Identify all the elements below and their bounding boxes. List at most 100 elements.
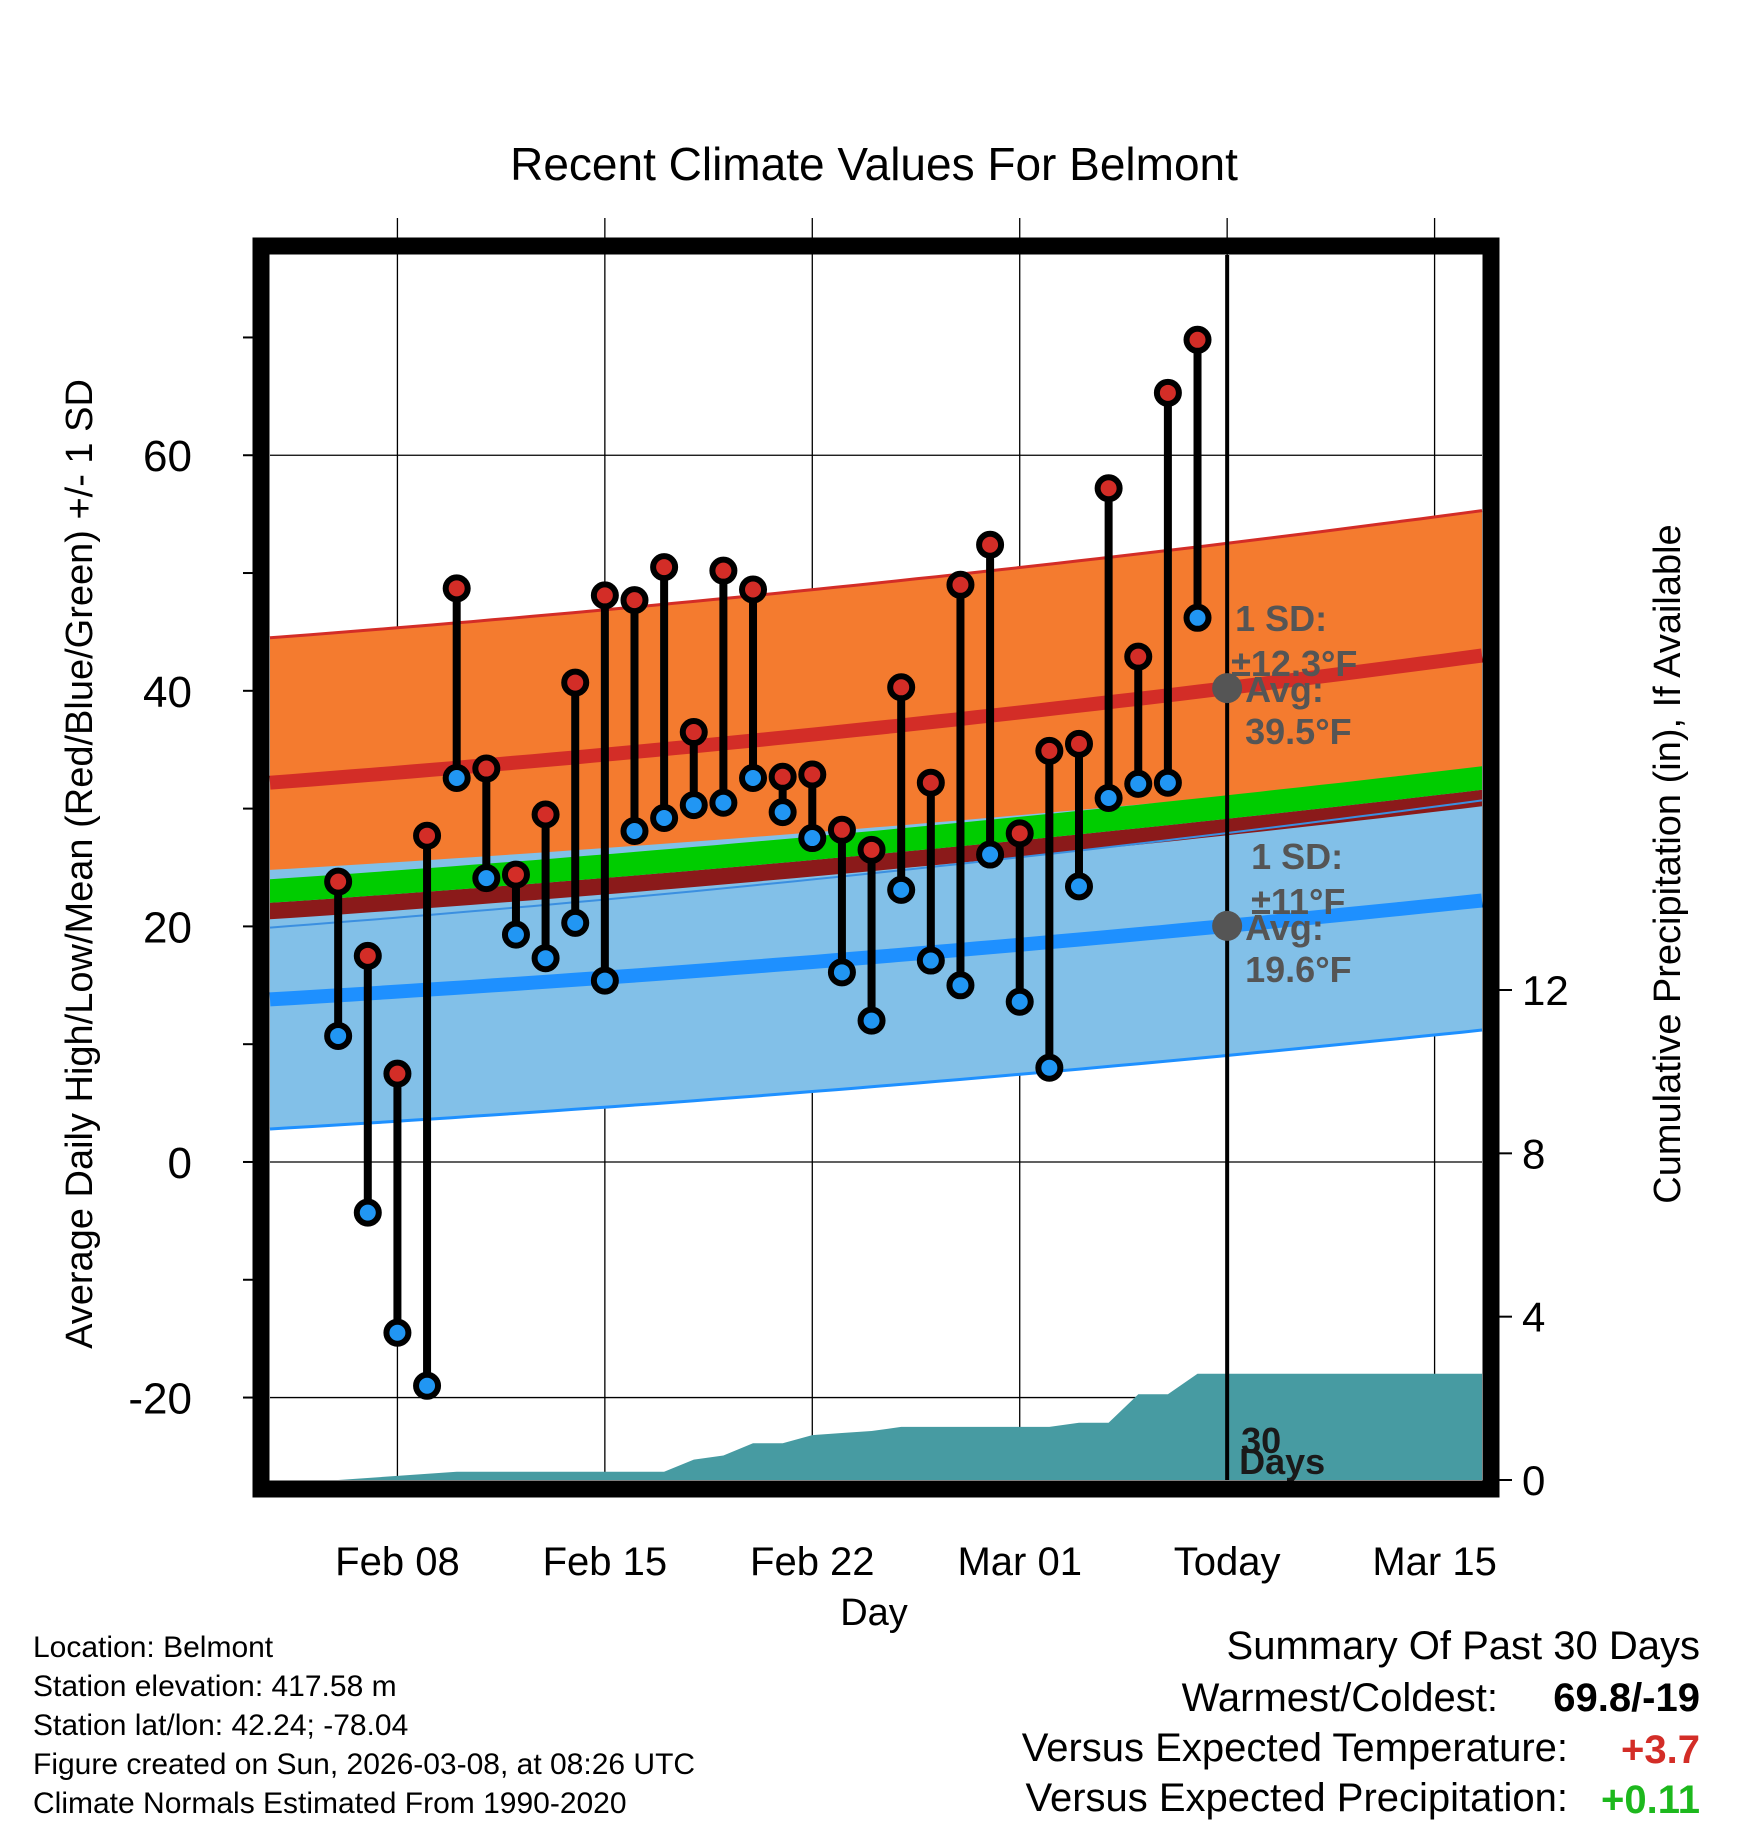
high-point — [679, 718, 708, 747]
high-point — [561, 668, 590, 697]
high-point — [590, 581, 619, 610]
summary-title: Summary Of Past 30 Days — [1227, 1624, 1700, 1668]
high-point — [1153, 378, 1182, 407]
low-point — [620, 816, 649, 845]
plot-frame — [252, 237, 1500, 1498]
high-point — [1124, 642, 1153, 671]
summary-precip-label: Versus Expected Precipitation: — [1025, 1776, 1568, 1820]
low-point — [709, 788, 738, 817]
y2-tick-label: 8 — [1522, 1130, 1545, 1177]
x-axis-ticks: Feb 08 Feb 15 Feb 22 Mar 01 Today Mar 15 — [335, 1540, 1497, 1584]
high-point — [976, 530, 1005, 559]
low-point — [650, 804, 679, 833]
x-tick-label: Today — [1174, 1540, 1281, 1584]
low-point — [946, 971, 975, 1000]
x-tick-label: Feb 22 — [750, 1540, 875, 1584]
low-avg-label: Avg: — [1245, 907, 1324, 948]
low-point — [1153, 768, 1182, 797]
high-point — [620, 586, 649, 615]
summary-precip-value: +0.11 — [1601, 1778, 1700, 1822]
low-point — [798, 824, 827, 853]
high-point — [531, 800, 560, 829]
high-avg-value: 39.5°F — [1245, 711, 1351, 752]
y-tick-label: 20 — [143, 903, 192, 952]
footer-location: Location: Belmont — [33, 1631, 274, 1664]
high-average-marker — [1212, 673, 1243, 704]
high-point — [798, 760, 827, 789]
high-point — [1183, 325, 1212, 354]
cumulative-precip-area — [338, 1373, 1482, 1480]
low-point — [976, 840, 1005, 869]
summary-warm-cold-label: Warmest/Coldest: — [1182, 1676, 1498, 1720]
high-avg-label: Avg: — [1245, 669, 1324, 710]
period-unit: Days — [1239, 1441, 1325, 1482]
low-sd-value: ±11°F — [1251, 881, 1345, 922]
low-average-marker — [1212, 910, 1243, 941]
high-point — [383, 1059, 412, 1088]
footer-latlon: Station lat/lon: 42.24; -78.04 — [33, 1709, 408, 1742]
high-point — [916, 768, 945, 797]
high-point — [709, 556, 738, 585]
high-point — [413, 821, 442, 850]
y2-tick-label: 4 — [1522, 1294, 1545, 1341]
high-point — [650, 553, 679, 582]
high-sd-label: 1 SD: — [1235, 598, 1327, 639]
summary-temp-value: +3.7 — [1621, 1728, 1700, 1772]
daily-points — [324, 325, 1212, 1400]
low-point — [768, 798, 797, 827]
low-point — [531, 944, 560, 973]
low-point — [679, 791, 708, 820]
y-tick-label: -20 — [128, 1375, 192, 1424]
low-point — [1035, 1053, 1064, 1082]
low-sd-label: 1 SD: — [1251, 836, 1343, 877]
normal-high-line — [269, 648, 1483, 790]
low-point — [353, 1198, 382, 1227]
period-count: 30 — [1241, 1420, 1281, 1461]
precipitation-area — [338, 1373, 1482, 1480]
low-avg-value: 19.6°F — [1245, 949, 1351, 990]
low-point — [561, 908, 590, 937]
high-sd-value: ±12.3°F — [1231, 643, 1357, 684]
low-point — [324, 1021, 353, 1050]
footer-normals: Climate Normals Estimated From 1990-2020 — [33, 1787, 627, 1820]
low-point — [442, 763, 471, 792]
y-axis-ticks: -20 0 20 40 60 — [128, 336, 253, 1424]
footer-info: Location: Belmont Station elevation: 417… — [33, 1631, 695, 1820]
x-tick-label: Mar 01 — [957, 1540, 1082, 1584]
summary-warm-cold-value: 69.8/-19 — [1553, 1676, 1700, 1720]
y-tick-label: 40 — [143, 668, 192, 717]
high-point — [501, 860, 530, 889]
low-point — [916, 946, 945, 975]
y2-axis-ticks: 0 4 8 12 — [1498, 967, 1569, 1504]
low-point — [472, 864, 501, 893]
x-tick-label: Feb 15 — [543, 1540, 668, 1584]
high-upper-sd-line — [269, 509, 1483, 640]
footer-elevation: Station elevation: 417.58 m — [33, 1670, 397, 1703]
low-point — [1124, 769, 1153, 798]
high-point — [768, 762, 797, 791]
y2-axis-label: Cumulative Precipitation (in), If Availa… — [1647, 524, 1689, 1203]
high-point — [946, 570, 975, 599]
low-point — [590, 966, 619, 995]
low-point — [383, 1318, 412, 1347]
y-tick-label: 0 — [168, 1139, 192, 1188]
low-point — [1064, 872, 1093, 901]
normal-annotations: 1 SD: ±12.3°F Avg: 39.5°F 1 SD: ±11°F Av… — [1212, 598, 1357, 1482]
x-axis-label: Day — [840, 1592, 908, 1634]
high-point — [857, 835, 886, 864]
low-point — [501, 920, 530, 949]
high-lower-sd-line — [269, 799, 1483, 929]
footer-created: Figure created on Sun, 2026-03-08, at 08… — [33, 1748, 695, 1781]
high-point — [353, 941, 382, 970]
high-point — [827, 815, 856, 844]
low-point — [1005, 987, 1034, 1016]
high-point — [1094, 474, 1123, 503]
low-point — [887, 875, 916, 904]
high-point — [1064, 729, 1093, 758]
normal-low-line — [269, 893, 1483, 1007]
low-point — [739, 763, 768, 792]
high-point — [1035, 736, 1064, 765]
low-point — [413, 1371, 442, 1400]
summary-temp-label: Versus Expected Temperature: — [1022, 1726, 1568, 1770]
